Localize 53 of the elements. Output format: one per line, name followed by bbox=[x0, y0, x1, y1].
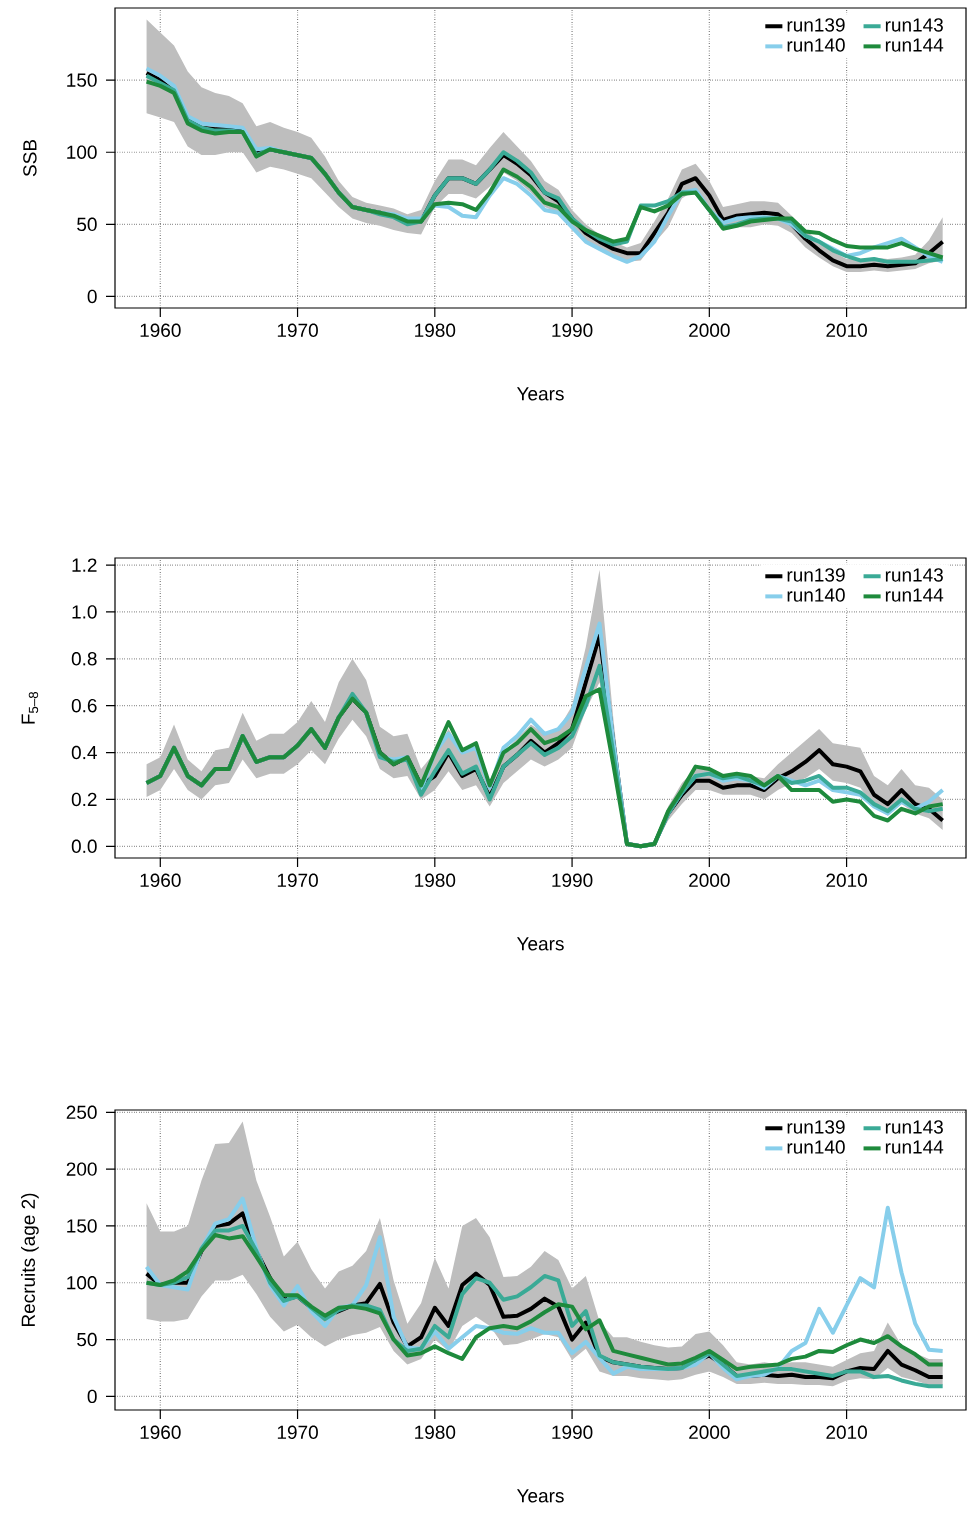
x-tick-label: 1960 bbox=[140, 1425, 181, 1440]
y-tick-label: 0.6 bbox=[71, 698, 97, 713]
y-tick-label: 200 bbox=[66, 1162, 97, 1176]
legend-label: run139 bbox=[787, 568, 845, 582]
legend-label: run144 bbox=[885, 38, 944, 52]
x-tick-label: 1980 bbox=[415, 323, 456, 337]
legend-label: run144 bbox=[885, 1140, 944, 1154]
x-axis-title: Years bbox=[516, 937, 564, 951]
y-tick-label: 50 bbox=[77, 1332, 97, 1347]
y-axis-title: F$_{5–8}$ bbox=[21, 691, 39, 724]
x-tick-label: 2010 bbox=[826, 323, 867, 337]
y-tick-label: 50 bbox=[77, 217, 97, 232]
legend-label: run139 bbox=[787, 1120, 845, 1134]
y-tick-label: 0.2 bbox=[71, 792, 97, 807]
legend-label: run144 bbox=[885, 588, 944, 602]
x-tick-label: 2000 bbox=[689, 323, 730, 337]
y-tick-label: 100 bbox=[67, 145, 97, 159]
legend-label: run140 bbox=[787, 588, 845, 602]
y-tick-label: 0.4 bbox=[71, 745, 97, 760]
x-tick-label: 1980 bbox=[415, 1425, 456, 1440]
x-tick-label: 1990 bbox=[552, 323, 593, 337]
x-axis-title: Years bbox=[516, 1489, 564, 1503]
x-tick-label: 1960 bbox=[140, 323, 181, 337]
y-tick-label: 0 bbox=[87, 289, 97, 304]
x-tick-label: 1970 bbox=[277, 1425, 318, 1440]
x-tick-label: 1980 bbox=[415, 873, 456, 887]
x-tick-label: 2010 bbox=[826, 1425, 867, 1440]
legend-label: run143 bbox=[885, 1120, 943, 1134]
x-tick-label: 1990 bbox=[552, 1425, 593, 1440]
legend-label: run140 bbox=[787, 1140, 845, 1154]
y-tick-label: 250 bbox=[66, 1105, 97, 1120]
legend-label: run140 bbox=[787, 38, 845, 52]
y-tick-label: 0.0 bbox=[71, 839, 97, 854]
legend-label: run143 bbox=[885, 18, 943, 32]
x-tick-label: 1970 bbox=[277, 873, 318, 887]
x-tick-label: 2010 bbox=[826, 873, 867, 887]
y-tick-label: 1.0 bbox=[72, 605, 97, 619]
legend-label: run139 bbox=[787, 18, 845, 32]
y-tick-label: 1.2 bbox=[72, 558, 97, 572]
x-tick-label: 1960 bbox=[140, 873, 181, 887]
x-tick-label: 1970 bbox=[277, 323, 318, 337]
y-tick-label: 0 bbox=[87, 1389, 97, 1404]
x-tick-label: 2000 bbox=[689, 873, 730, 887]
y-tick-label: 150 bbox=[67, 73, 97, 87]
y-tick-label: 150 bbox=[67, 1219, 97, 1233]
y-axis-title: SSB bbox=[23, 140, 37, 177]
y-tick-label: 0.8 bbox=[71, 652, 97, 666]
y-axis-title: Recruits (age 2) bbox=[21, 1193, 39, 1327]
legend-label: run143 bbox=[885, 568, 943, 582]
y-tick-label: 100 bbox=[67, 1276, 97, 1290]
x-axis-title: Years bbox=[516, 387, 564, 401]
x-tick-label: 1990 bbox=[552, 873, 593, 887]
x-tick-label: 2000 bbox=[689, 1425, 730, 1440]
